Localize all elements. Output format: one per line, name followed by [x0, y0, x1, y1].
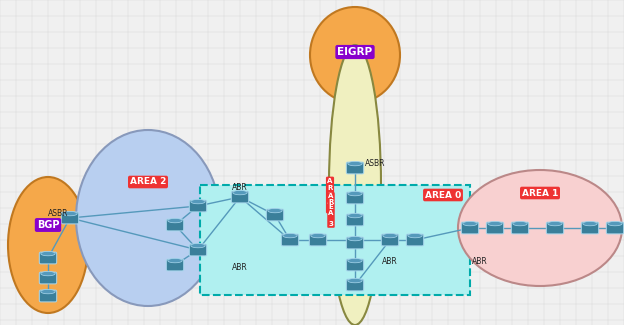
Ellipse shape	[463, 221, 477, 226]
Ellipse shape	[408, 233, 422, 238]
Ellipse shape	[458, 170, 622, 286]
FancyBboxPatch shape	[346, 192, 364, 204]
FancyBboxPatch shape	[346, 162, 364, 174]
Text: AREA 2: AREA 2	[130, 177, 166, 187]
FancyBboxPatch shape	[406, 234, 424, 246]
FancyBboxPatch shape	[167, 219, 183, 231]
Ellipse shape	[348, 214, 362, 218]
Text: A
R
E
A
 
3: A R E A 3	[328, 193, 334, 227]
Ellipse shape	[348, 191, 362, 196]
Ellipse shape	[348, 279, 362, 283]
Ellipse shape	[348, 258, 362, 263]
Ellipse shape	[41, 289, 55, 294]
Text: ABR: ABR	[382, 257, 398, 266]
Ellipse shape	[191, 243, 205, 248]
Text: EIGRP: EIGRP	[338, 47, 373, 57]
Ellipse shape	[583, 221, 597, 226]
FancyBboxPatch shape	[607, 222, 624, 234]
Ellipse shape	[548, 221, 562, 226]
Ellipse shape	[191, 200, 205, 204]
Text: AREA 0: AREA 0	[425, 190, 461, 200]
Ellipse shape	[268, 208, 282, 213]
FancyBboxPatch shape	[61, 212, 79, 224]
Ellipse shape	[76, 130, 220, 306]
Ellipse shape	[513, 221, 527, 226]
Text: A
R
E
A
3: A R E A 3	[328, 178, 333, 212]
FancyBboxPatch shape	[346, 279, 364, 291]
Ellipse shape	[348, 162, 362, 166]
Ellipse shape	[311, 233, 325, 238]
Ellipse shape	[329, 45, 381, 325]
FancyBboxPatch shape	[167, 259, 183, 271]
FancyBboxPatch shape	[39, 290, 57, 302]
Ellipse shape	[63, 211, 77, 216]
FancyBboxPatch shape	[346, 214, 364, 226]
Ellipse shape	[168, 258, 182, 263]
FancyBboxPatch shape	[200, 185, 470, 295]
Ellipse shape	[310, 7, 400, 103]
Text: ASBR: ASBR	[48, 209, 68, 217]
FancyBboxPatch shape	[461, 222, 479, 234]
FancyBboxPatch shape	[486, 222, 504, 234]
FancyBboxPatch shape	[310, 234, 327, 246]
FancyBboxPatch shape	[381, 234, 399, 246]
Ellipse shape	[383, 233, 397, 238]
FancyBboxPatch shape	[39, 272, 57, 284]
Ellipse shape	[8, 177, 88, 313]
Text: AREA 1: AREA 1	[522, 188, 558, 198]
Ellipse shape	[233, 190, 247, 195]
Ellipse shape	[348, 236, 362, 241]
FancyBboxPatch shape	[546, 222, 563, 234]
FancyBboxPatch shape	[189, 200, 207, 212]
FancyBboxPatch shape	[189, 244, 207, 256]
Text: ABR: ABR	[232, 264, 248, 272]
Ellipse shape	[283, 233, 297, 238]
FancyBboxPatch shape	[281, 234, 299, 246]
FancyBboxPatch shape	[266, 209, 284, 221]
FancyBboxPatch shape	[511, 222, 529, 234]
FancyBboxPatch shape	[232, 191, 249, 203]
Ellipse shape	[168, 218, 182, 223]
Ellipse shape	[608, 221, 622, 226]
FancyBboxPatch shape	[346, 237, 364, 249]
Text: BGP: BGP	[37, 220, 59, 230]
Ellipse shape	[41, 271, 55, 276]
Text: ASBR: ASBR	[365, 159, 385, 167]
Ellipse shape	[488, 221, 502, 226]
Text: ABR: ABR	[232, 183, 248, 191]
FancyBboxPatch shape	[582, 222, 598, 234]
FancyBboxPatch shape	[346, 259, 364, 271]
FancyBboxPatch shape	[39, 252, 57, 264]
Ellipse shape	[41, 252, 55, 256]
Text: ABR: ABR	[472, 257, 488, 266]
